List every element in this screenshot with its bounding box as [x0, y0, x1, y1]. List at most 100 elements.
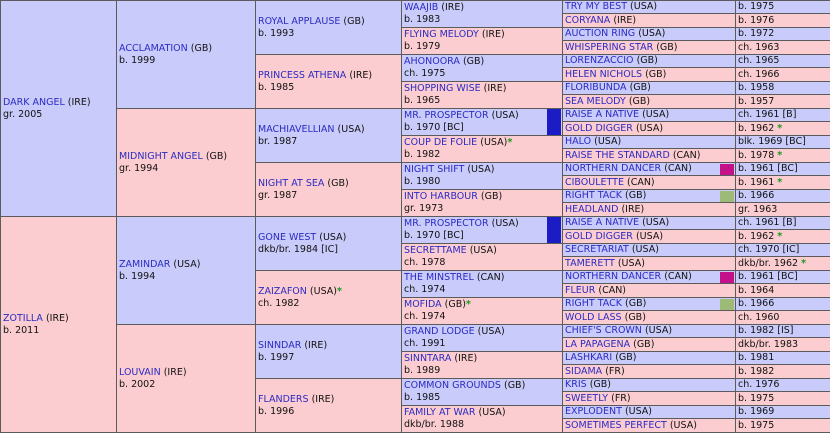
horse-name-link[interactable]: SHOPPING WISE [404, 83, 481, 94]
horse-name-link[interactable]: ROYAL APPLAUSE [258, 15, 341, 27]
horse-name-link[interactable]: AUCTION RING [565, 28, 636, 40]
horse-name-link[interactable]: HEADLAND [565, 203, 619, 215]
horse-name-link[interactable]: RAISE A NATIVE [565, 109, 640, 121]
horse-name-link[interactable]: CORYANA [565, 14, 611, 26]
horse-line: ACCLAMATION (GB) [119, 43, 255, 55]
horse-name-link[interactable]: RAISE THE STANDARD [565, 149, 670, 161]
horse-name-link[interactable]: ZAMINDAR [119, 258, 171, 270]
horse-name-link[interactable]: MOFIDA [404, 299, 442, 310]
horse-name-link[interactable]: HELEN NICHOLS [565, 68, 643, 80]
horse-country: (USA) [480, 137, 508, 148]
horse-name-link[interactable]: LASHKARI [565, 352, 613, 364]
horse-name-link[interactable]: FLYING MELODY [404, 29, 479, 40]
horse-name-link[interactable]: MIDNIGHT ANGEL [119, 150, 203, 162]
horse-name-link[interactable]: FAMILY AT WAR [404, 407, 476, 418]
star-marker: * [801, 257, 807, 269]
horse-line: ZOTILLA (IRE) [3, 313, 116, 325]
pedigree-row: LA PAPAGENA (GB) dkb/br. 1983 [1, 337, 830, 352]
horse-details: b. 1976 [738, 14, 775, 26]
horse-name-link[interactable]: MR. PROSPECTOR [404, 218, 489, 229]
horse-country: (GB) [625, 298, 647, 310]
horse-row: WHISPERING STAR (GB) [565, 42, 735, 54]
horse-name-link[interactable]: SECRETTAME [404, 245, 467, 256]
pedigree-cell-gen5: SOMETIMES PERFECT (USA) [562, 418, 736, 433]
horse-name-link[interactable]: GOLD DIGGER [565, 230, 633, 242]
horse-details: b. 1961 [BC] [738, 163, 798, 175]
horse-name-link[interactable]: LORENZACCIO [565, 55, 634, 67]
horse-name-link[interactable]: DARK ANGEL [3, 96, 65, 108]
horse-name-link[interactable]: RIGHT TACK [565, 190, 622, 202]
horse-name-link[interactable]: SOMETIMES PERFECT [565, 419, 667, 431]
pedigree-cell-gen1: DARK ANGEL (IRE) gr. 2005 [0, 0, 117, 217]
horse-row: RIGHT TACK (GB) [565, 298, 735, 310]
horse-name-link[interactable]: LOUVAIN [119, 366, 161, 378]
horse-name-link[interactable]: NORTHERN DANCER [565, 271, 662, 283]
horse-name-link[interactable]: ZAIZAFON [258, 285, 307, 297]
horse-name-link[interactable]: WHISPERING STAR [565, 41, 654, 53]
horse-row: SHOPPING WISE (IRE) b. 1965 [404, 83, 562, 108]
horse-details: b. 1997 [258, 351, 295, 363]
horse-name-link[interactable]: FLEUR [565, 284, 596, 296]
horse-details: ch. 1974 [404, 284, 446, 295]
pedigree-cell-gen5-details: ch. 1970 [IC] [735, 243, 830, 257]
horse-text: RAISE A NATIVE (USA) [565, 217, 735, 229]
horse-line: MR. PROSPECTOR (USA) [404, 218, 547, 230]
pedigree-row: GOLD DIGGER (USA) b. 1962 * [1, 229, 830, 244]
horse-name-link[interactable]: SINNTARA [404, 353, 452, 364]
horse-name-link[interactable]: RIGHT TACK [565, 298, 622, 310]
horse-name-link[interactable]: ACCLAMATION [119, 42, 188, 54]
horse-name-link[interactable]: FLORIBUNDA [565, 82, 627, 94]
horse-name-link[interactable]: COUP DE FOLIE [404, 137, 478, 148]
horse-name-link[interactable]: GONE WEST [258, 231, 317, 243]
horse-details: gr. 1973 [404, 203, 444, 214]
horse-details: b. 1965 [404, 95, 441, 106]
horse-country: (USA) [469, 245, 497, 256]
horse-country: (USA) [477, 326, 505, 337]
horse-details: ch. 1965 [738, 55, 780, 67]
horse-name-link[interactable]: INTO HARBOUR [404, 191, 478, 202]
horse-name-link[interactable]: SECRETARIAT [565, 244, 629, 256]
horse-name-link[interactable]: WOLD LASS [565, 311, 622, 323]
horse-name-link[interactable]: ZOTILLA [3, 312, 43, 324]
horse-row: COMMON GROUNDS (GB) b. 1985 [404, 380, 562, 405]
horse-country: (USA) [337, 123, 365, 135]
horse-name-link[interactable]: NIGHT AT SEA [258, 177, 325, 189]
pedigree-row: MOFIDA (GB)* ch. 1974 RIGHT TACK (GB) b. 19… [1, 297, 830, 325]
horse-name-link[interactable]: NORTHERN DANCER [565, 163, 662, 175]
horse-name-link[interactable]: FLANDERS [258, 393, 309, 405]
pedigree-cell-gen4: FAMILY AT WAR (USA) dkb/br. 1988 [401, 405, 563, 433]
horse-name-link[interactable]: SEA MELODY [565, 95, 626, 107]
horse-row: NIGHT SHIFT (USA) b. 1980 [404, 164, 562, 189]
horse-name-link[interactable]: GOLD DIGGER [565, 122, 633, 134]
star-marker: * [777, 176, 783, 188]
horse-details: b. 1982 [738, 365, 775, 377]
pedigree-cell-gen5: HALO (USA) [562, 135, 736, 149]
horse-name-link[interactable]: LA PAPAGENA [565, 338, 631, 350]
horse-name-link[interactable]: HALO [565, 136, 592, 148]
horse-country: (FR) [611, 392, 631, 404]
horse-row: NORTHERN DANCER (CAN) [565, 163, 735, 175]
horse-name-link[interactable]: SINNDAR [258, 339, 302, 351]
horse-name-link[interactable]: AHONOORA [404, 56, 460, 67]
horse-name-link[interactable]: TRY MY BEST [565, 1, 627, 13]
horse-name-link[interactable]: CIBOULETTE [565, 176, 624, 188]
horse-name-link[interactable]: NIGHT SHIFT [404, 164, 465, 175]
horse-name-link[interactable]: PRINCESS ATHENA [258, 69, 347, 81]
horse-name-link[interactable]: COMMON GROUNDS [404, 380, 501, 391]
horse-name-link[interactable]: THE MINSTREL [404, 272, 474, 283]
horse-name-link[interactable]: MR. PROSPECTOR [404, 110, 489, 121]
horse-details: dkb/br. 1984 [IC] [258, 243, 338, 255]
horse-name-link[interactable]: GRAND LODGE [404, 326, 475, 337]
horse-name-link[interactable]: KRIS [565, 379, 587, 391]
horse-name-link[interactable]: SWEETLY [565, 392, 609, 404]
pedigree-cell-gen3: ZAIZAFON (USA)* ch. 1982 [255, 270, 402, 325]
horse-name-link[interactable]: RAISE A NATIVE [565, 217, 640, 229]
horse-row: SWEETLY (FR) [565, 393, 735, 405]
horse-name-link[interactable]: SIDAMA [565, 365, 603, 377]
horse-name-link[interactable]: WAAJIB [404, 2, 439, 13]
horse-name-link[interactable]: TAMERETT [565, 257, 615, 269]
horse-name-link[interactable]: CHIEF'S CROWN [565, 325, 642, 337]
horse-name-link[interactable]: EXPLODENT [565, 406, 622, 418]
horse-details: b. 1978 [738, 149, 775, 161]
horse-name-link[interactable]: MACHIAVELLIAN [258, 123, 335, 135]
